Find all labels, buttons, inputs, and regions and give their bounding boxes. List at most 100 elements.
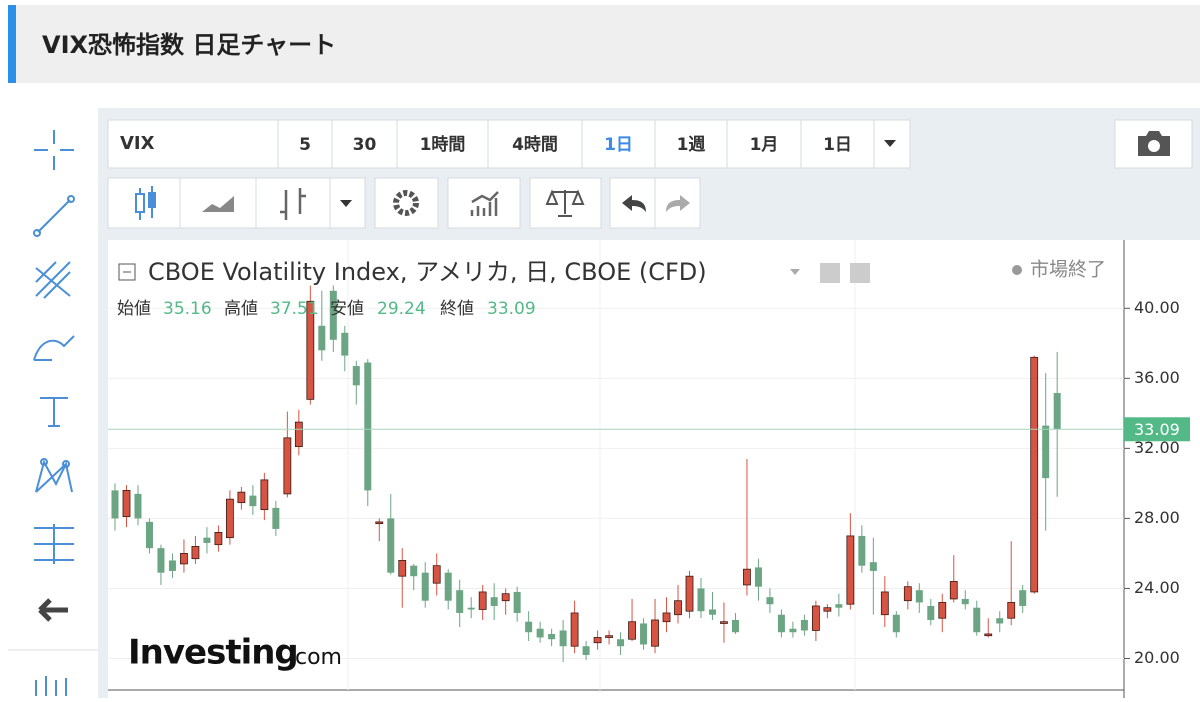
interval-button[interactable] [487,119,583,169]
crosshair-tool[interactable] [34,130,74,170]
logo: Investing [128,633,298,673]
measure-tool[interactable] [34,524,74,564]
candle-body [1042,425,1050,479]
candle-body [961,598,969,605]
symbol-box[interactable] [107,119,279,169]
y-tick-label: 40.00 [1134,298,1180,317]
candle-body [364,362,372,491]
undo-icon [622,195,646,212]
indicators-icon [470,191,499,216]
candle-body [501,593,510,602]
candle-body [294,421,303,448]
candle-body [272,507,280,529]
interval-label: 1時間 [420,134,466,155]
ohlc-value: 33.09 [487,299,536,319]
interval-button[interactable] [726,119,802,169]
price-axis [1124,240,1200,698]
candle-body [731,619,739,633]
gear-icon [393,190,419,216]
candle-body [880,591,889,616]
last-price-box [1124,417,1190,442]
candle-body [548,633,556,640]
candle-body [111,490,119,519]
status-dot [1012,265,1022,275]
text-tool[interactable] [40,397,68,427]
candle-icon-body [135,193,145,213]
interval-button[interactable] [396,119,489,169]
candle-body [203,537,211,543]
bar-style[interactable] [255,177,331,229]
fib-tool[interactable] [35,261,71,299]
eye-icon[interactable] [820,263,840,283]
redo-icon [666,195,690,212]
gear-icon[interactable] [850,263,870,283]
candle-body [811,605,820,631]
indicators-button[interactable] [447,177,521,229]
candle-body [777,614,785,633]
brush-tool[interactable] [33,335,75,361]
candle-body [869,562,877,571]
indicator-tool[interactable] [35,676,67,696]
candle-body [283,437,292,495]
candle-body [984,633,993,637]
candle-body [329,290,337,340]
candle-body [225,498,234,539]
scale-icon [545,189,585,217]
legend-title: CBOE Volatility Index, アメリカ, 日, CBOE (CF… [148,258,707,286]
candle-body [168,560,176,571]
y-tick-label: 24.00 [1134,578,1180,597]
candle-body [191,546,200,560]
style-dropdown[interactable] [329,177,366,229]
interval-button[interactable] [331,119,398,169]
candle-body [973,607,981,633]
candle-body [743,568,751,586]
interval-button[interactable] [581,119,656,169]
candle-body [766,597,774,605]
ohlc-value: 35.16 [163,299,212,319]
back-arrow[interactable] [38,598,68,622]
candle-body [444,572,452,601]
candle-body [996,618,1004,624]
interval-label: 4時間 [512,134,558,155]
drawing-tools [8,130,98,696]
ohlc-label: 始値 [117,299,151,319]
y-tick-label: 28.00 [1134,508,1180,527]
interval-label: 1月 [750,135,779,155]
candle-body [306,300,315,400]
interval-label: 1週 [677,135,706,155]
candle-body [903,586,912,602]
candle-body [1030,356,1039,593]
interval-button[interactable] [800,119,875,169]
legend-dropdown[interactable] [790,269,800,275]
line-tool[interactable] [33,195,75,237]
y-tick-label: 20.00 [1134,648,1180,667]
candle-body [467,607,475,610]
candle-body [421,572,429,601]
candle-body [697,588,705,612]
candle-body [260,479,269,511]
candle-body [1053,393,1061,430]
header [8,5,1200,83]
candle-body [915,590,923,603]
legend: CBOE Volatility Index, アメリカ, 日, CBOE (CF… [117,258,1106,319]
candle-body [605,635,613,638]
ohlc-value: 37.51 [270,299,319,319]
candle-body [341,332,349,356]
collapse-icon[interactable] [118,263,136,281]
pattern-tool[interactable] [35,458,73,493]
candle-body [674,600,682,616]
candle-body [640,623,648,645]
candle-body [134,493,142,519]
candle-body [318,325,326,351]
candle-body [858,535,866,566]
header-accent [8,5,16,83]
candle-body [823,607,832,612]
settings-button[interactable] [374,177,439,229]
candle-icon-body [148,192,156,208]
area-style[interactable] [179,177,257,229]
market-status: 市場終了 [1030,259,1106,281]
candle-body [214,532,223,546]
style-bar [107,177,701,229]
candle-body [456,590,464,613]
candle-body [892,614,900,633]
